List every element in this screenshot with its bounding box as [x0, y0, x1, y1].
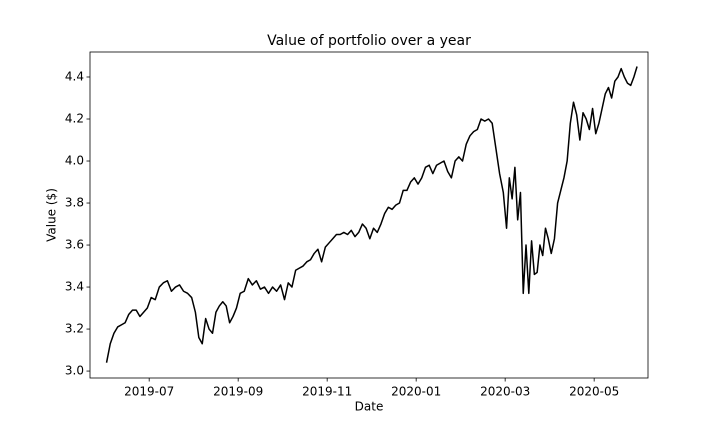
y-tick-label: 3.0	[65, 364, 84, 378]
y-axis-label: Value ($)	[45, 188, 59, 242]
y-tick-label: 3.6	[65, 238, 84, 252]
y-tick-label: 4.2	[65, 112, 84, 126]
x-axis-label: Date	[355, 400, 384, 414]
y-tick-label: 3.4	[65, 280, 84, 294]
x-tick-label: 2020-05	[569, 385, 619, 399]
line-series	[105, 66, 638, 363]
y-tick-label: 4.4	[65, 69, 84, 83]
y-tick-label: 3.2	[65, 322, 84, 336]
x-tick-label: 2020-01	[391, 385, 441, 399]
x-tick-label: 2020-03	[480, 385, 530, 399]
x-tick-label: 2019-07	[124, 385, 174, 399]
x-tick-label: 2019-09	[213, 385, 263, 399]
chart-title: Value of portfolio over a year	[267, 33, 471, 49]
plot-frame	[89, 51, 649, 379]
y-tick-label: 4.0	[65, 154, 84, 168]
x-tick-label: 2019-11	[302, 385, 352, 399]
y-tick-label: 3.8	[65, 196, 84, 210]
